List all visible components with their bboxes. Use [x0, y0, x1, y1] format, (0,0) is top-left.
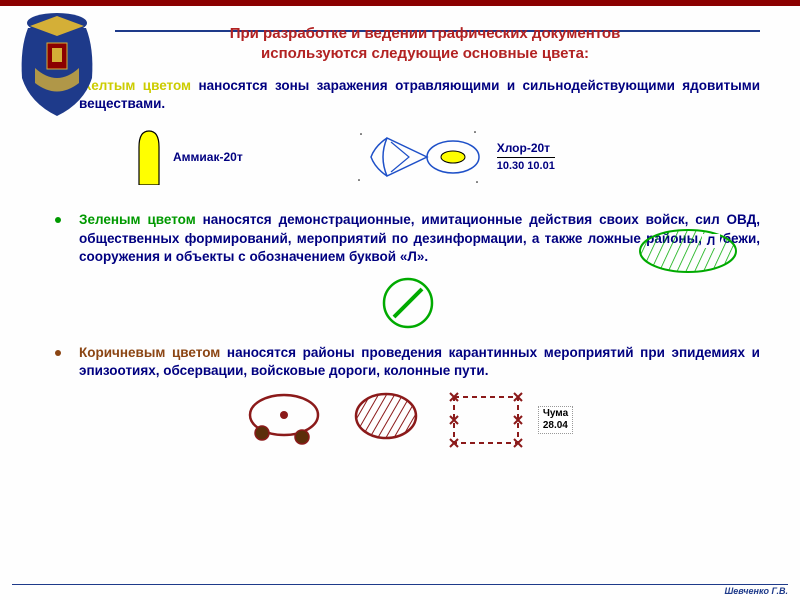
yellow-section: Желтым цветом наносятся зоны заражения о…: [55, 77, 760, 113]
brown-section: Коричневым цветом наносятся районы прове…: [55, 344, 760, 380]
chlorine-icon: [353, 126, 483, 188]
chlorine-name: Хлор-20т: [497, 141, 555, 155]
ammiak-icon: [135, 129, 163, 185]
ellipse-letter: Л: [707, 234, 715, 248]
chlorine-group: Хлор-20т 10.30 10.01: [353, 126, 555, 188]
title-line-2: используются следующие основные цвета:: [110, 44, 740, 64]
green-circle-icon: [380, 275, 436, 331]
green-ellipse-group: Л: [636, 226, 740, 281]
brown-lead: Коричневым цветом: [79, 345, 220, 360]
chlorine-time: 10.30 10.01: [497, 157, 555, 172]
yellow-diagram-row: Аммиак-20т Хлор-20т 10.30 10.01: [135, 121, 760, 193]
brown-oval2-icon: [350, 387, 422, 445]
bullet-icon: [55, 350, 61, 356]
green-diagram-row: Л: [55, 272, 760, 334]
emblem-logo: [10, 8, 105, 118]
brown-paragraph: Коричневым цветом наносятся районы прове…: [79, 344, 760, 380]
footer-author: Шевченко Г.В.: [12, 584, 788, 596]
brown-oval1-icon: [242, 387, 332, 451]
plague-label-box: Чума 28.04: [538, 406, 573, 434]
bullet-icon: [55, 217, 61, 223]
ammiak-label: Аммиак-20т: [173, 150, 243, 164]
green-lead: Зеленым цветом: [79, 212, 196, 227]
green-ellipse-icon: Л: [636, 226, 740, 276]
content-area: Желтым цветом наносятся зоны заражения о…: [0, 69, 800, 463]
plague-date: 28.04: [543, 420, 568, 432]
brown-diagram-row: Чума 28.04: [55, 387, 760, 463]
plague-name: Чума: [543, 408, 568, 420]
plague-rect-icon: [440, 387, 532, 453]
title-line-1: При разработке и ведении графических док…: [110, 24, 740, 44]
chlorine-labels: Хлор-20т 10.30 10.01: [497, 141, 555, 174]
page-title: При разработке и ведении графических док…: [0, 6, 800, 69]
plague-group: Чума 28.04: [440, 387, 573, 453]
yellow-paragraph: Желтым цветом наносятся зоны заражения о…: [79, 77, 760, 113]
